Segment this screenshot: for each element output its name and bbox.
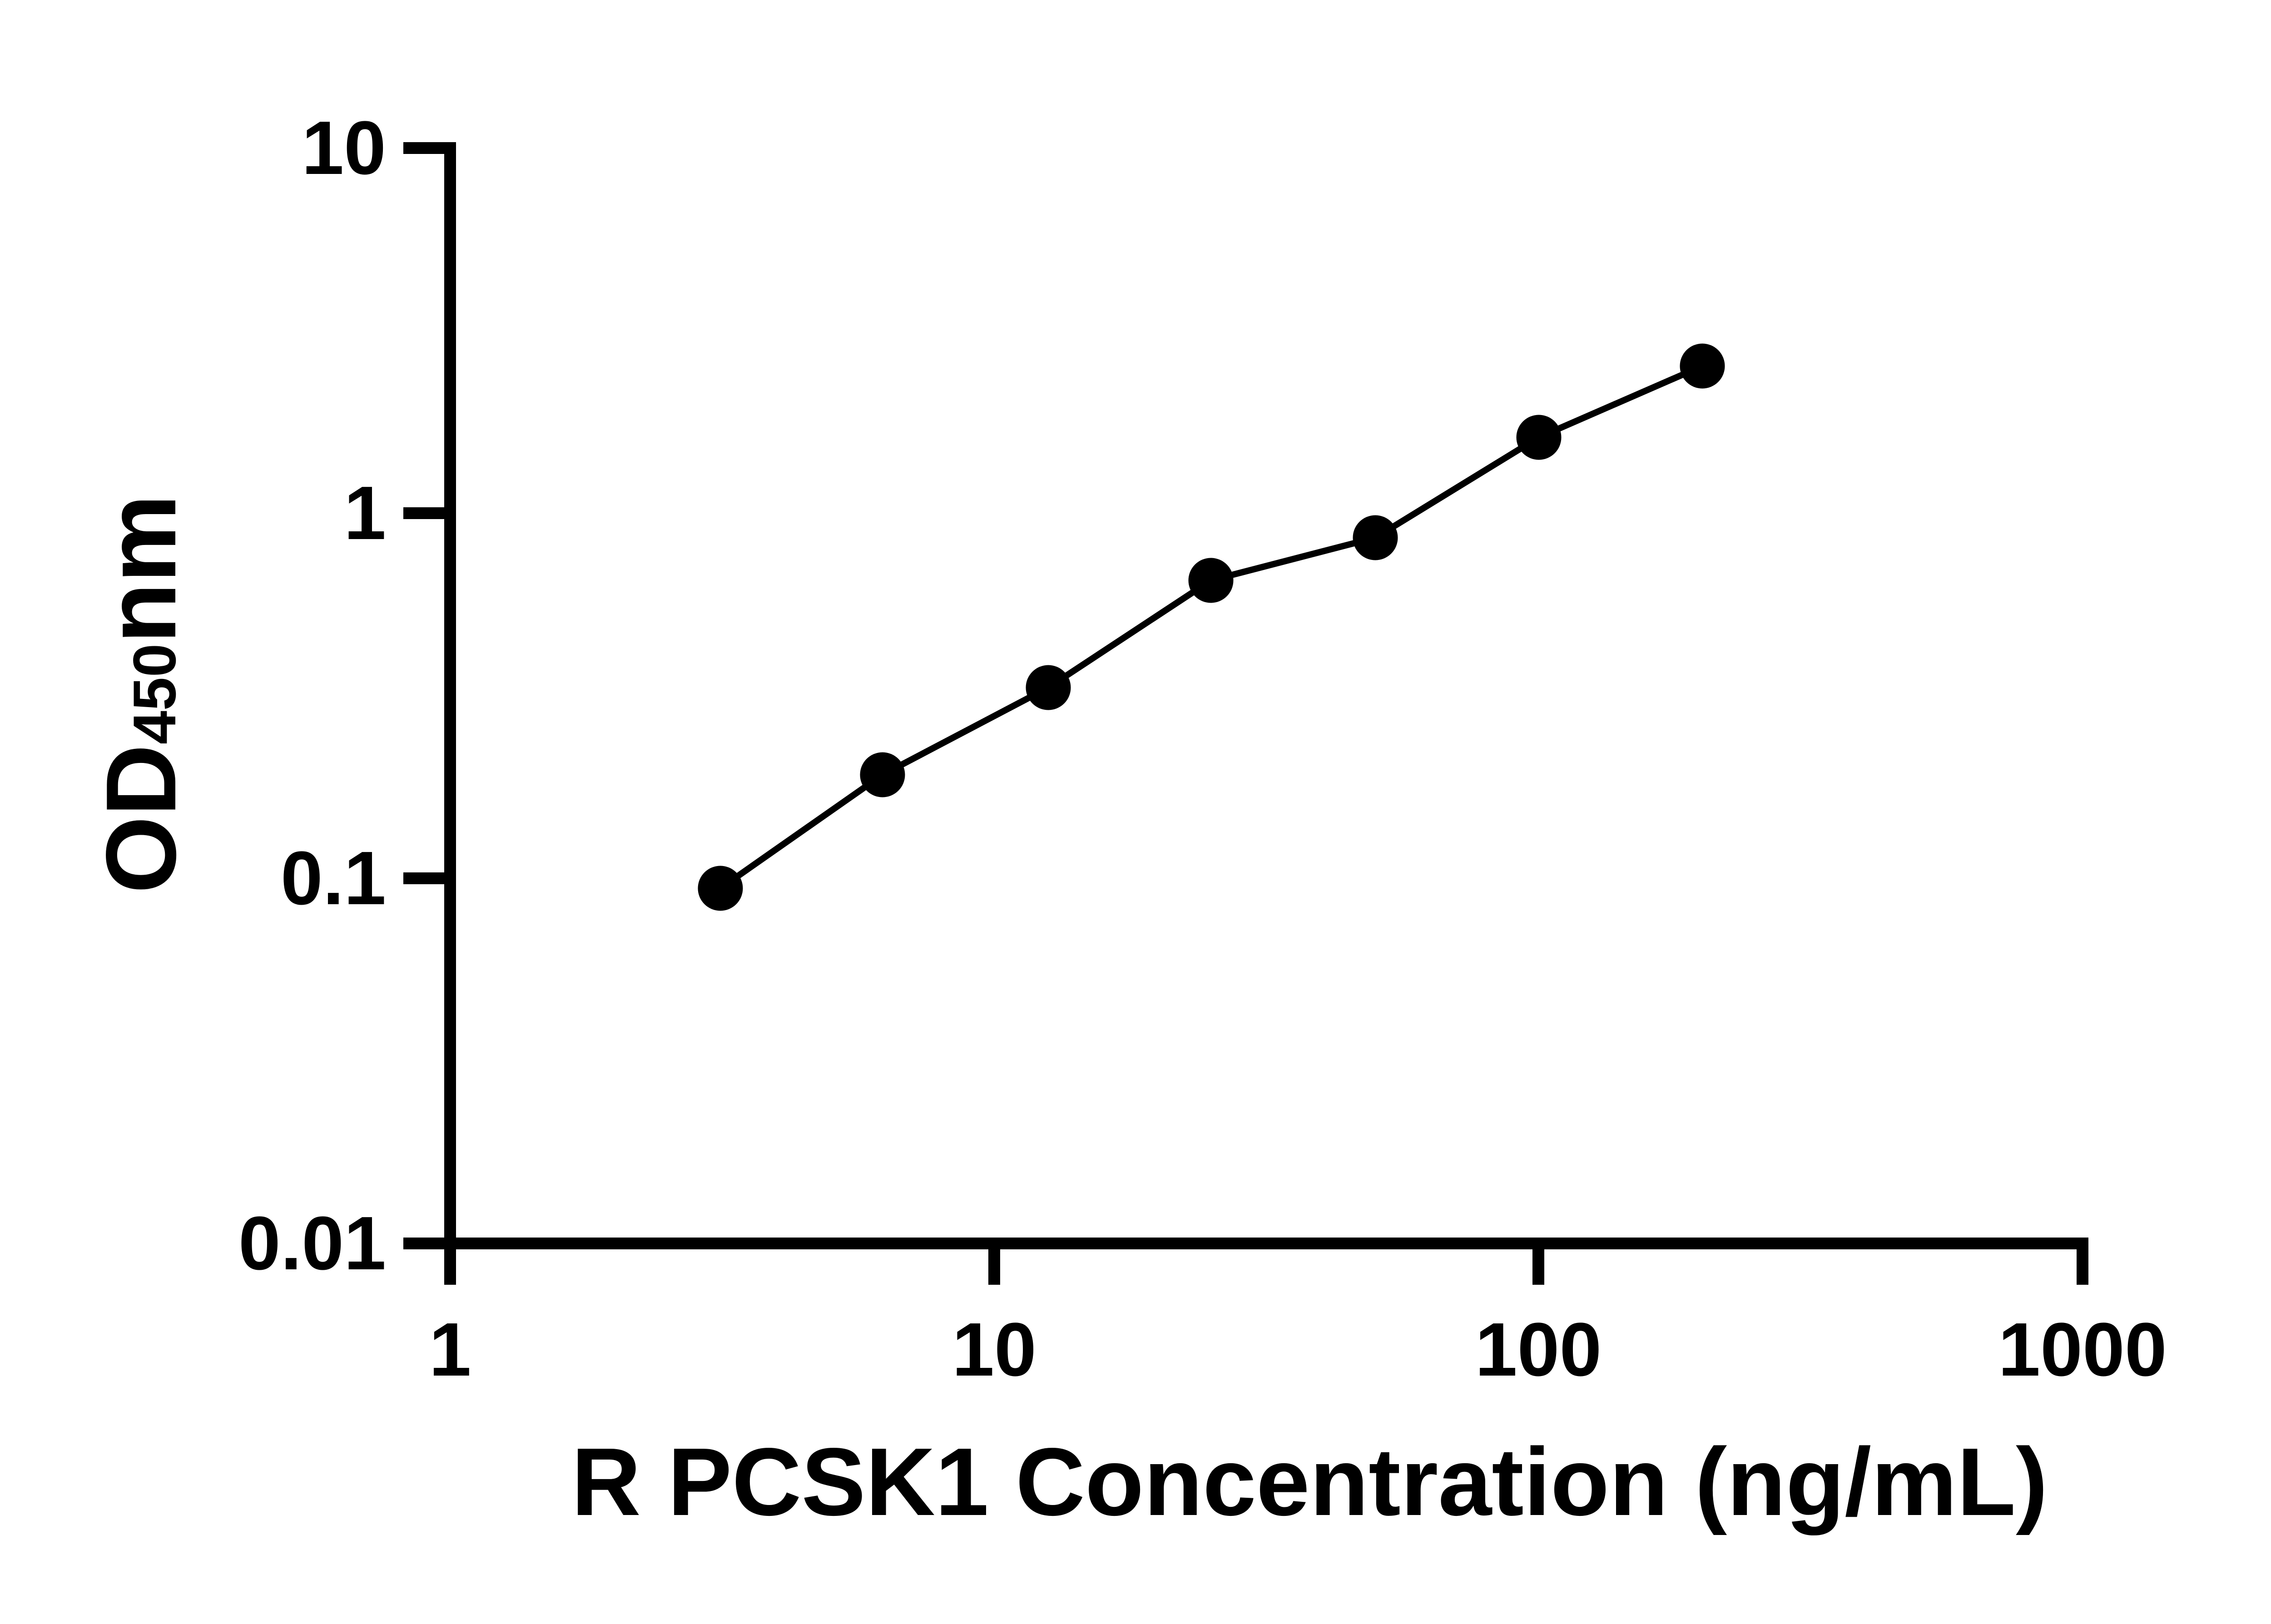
svg-text:10: 10 [302, 106, 386, 190]
svg-text:100: 100 [1475, 1307, 1602, 1392]
svg-text:R PCSK1 Concentration (ng/mL): R PCSK1 Concentration (ng/mL) [571, 1428, 2048, 1535]
svg-text:1: 1 [344, 471, 386, 555]
svg-text:0.01: 0.01 [238, 1201, 386, 1286]
svg-text:1000: 1000 [1998, 1307, 2167, 1392]
svg-text:0.1: 0.1 [281, 836, 386, 921]
svg-text:10: 10 [952, 1307, 1036, 1392]
svg-text:1: 1 [429, 1307, 471, 1392]
